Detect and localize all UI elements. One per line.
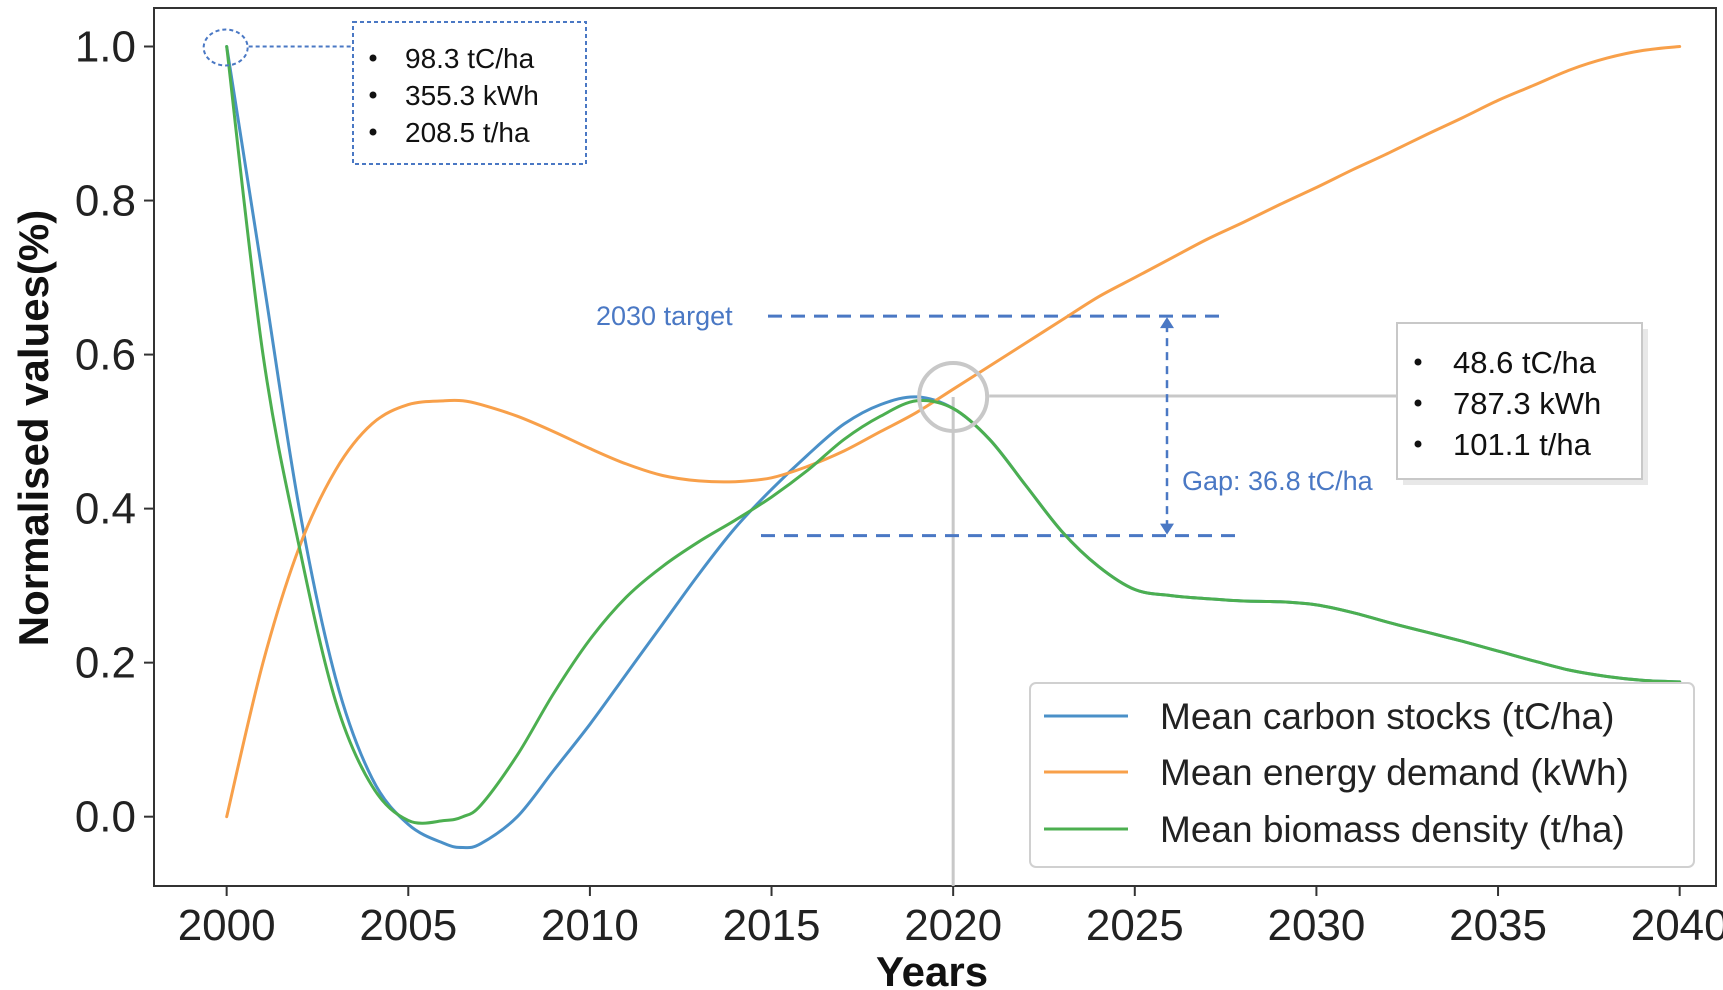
gap-arrow-head-down [1160, 523, 1174, 535]
start-biomass-value: 208.5 t/ha [405, 117, 530, 148]
current-bullet [1414, 399, 1422, 407]
y-tick-label: 0.8 [75, 177, 136, 226]
series-line-3 [225, 45, 1682, 825]
x-tick-label: 2035 [1449, 901, 1547, 950]
current-value-annotation: 48.6 tC/ha 787.3 kWh 101.1 t/ha [1396, 322, 1648, 485]
y-tick-label: 0.6 [75, 331, 136, 380]
series-line-2 [225, 45, 1682, 819]
y-axis-title: Normalised values(%) [10, 210, 57, 647]
y-tick-label: 0.0 [75, 793, 136, 842]
annotation-connectors [248, 45, 1397, 886]
x-tick-label: 2005 [359, 901, 457, 950]
current-energy-value: 787.3 kWh [1453, 386, 1601, 421]
y-tick-label: 0.2 [75, 639, 136, 688]
x-tick-label: 2020 [904, 901, 1002, 950]
gap-label: Gap: 36.8 tC/ha [1182, 466, 1374, 496]
legend-frame [1029, 682, 1695, 868]
y-axis: 0.0 0.2 0.4 0.6 0.8 1.0 [75, 23, 154, 842]
start-value-box [352, 21, 587, 165]
x-tick-label: 2040 [1631, 901, 1723, 950]
x-tick-label: 2015 [723, 901, 821, 950]
legend-label-biomass: Mean biomass density (t/ha) [1160, 809, 1625, 850]
plot-area-frame [153, 7, 1717, 887]
y-tick-label: 0.4 [75, 485, 136, 534]
x-tick-label: 2010 [541, 901, 639, 950]
x-tick-label: 2000 [178, 901, 276, 950]
current-value-box [1396, 322, 1643, 480]
x-tick-label: 2030 [1267, 901, 1365, 950]
legend-label-energy: Mean energy demand (kWh) [1160, 752, 1629, 793]
series-lines [225, 45, 1682, 850]
legend-label-carbon: Mean carbon stocks (tC/ha) [1160, 696, 1614, 737]
start-carbon-value: 98.3 tC/ha [405, 43, 535, 74]
start-value-annotation: 98.3 tC/ha 355.3 kWh 208.5 t/ha [352, 21, 587, 165]
current-biomass-value: 101.1 t/ha [1453, 427, 1592, 462]
start-energy-value: 355.3 kWh [405, 80, 539, 111]
x-tick-label: 2025 [1086, 901, 1184, 950]
start-highlight-ellipse [202, 28, 249, 67]
start-bullet [369, 128, 377, 136]
current-carbon-value: 48.6 tC/ha [1453, 345, 1597, 380]
gap-arrow-head-up [1160, 317, 1174, 329]
current-bullet [1414, 358, 1422, 366]
target-label: 2030 target [596, 301, 733, 331]
highlight-circle [917, 360, 990, 433]
x-axis-title: Years [876, 948, 988, 990]
current-bullet [1414, 440, 1422, 448]
start-bullet [369, 54, 377, 62]
legend: Mean carbon stocks (tC/ha) Mean energy d… [1029, 682, 1695, 868]
y-tick-label: 1.0 [75, 23, 136, 72]
x-axis: 2000 2005 2010 2015 2020 2025 2030 2035 2040 [178, 886, 1723, 950]
annotation-overlays [202, 28, 990, 433]
start-bullet [369, 91, 377, 99]
